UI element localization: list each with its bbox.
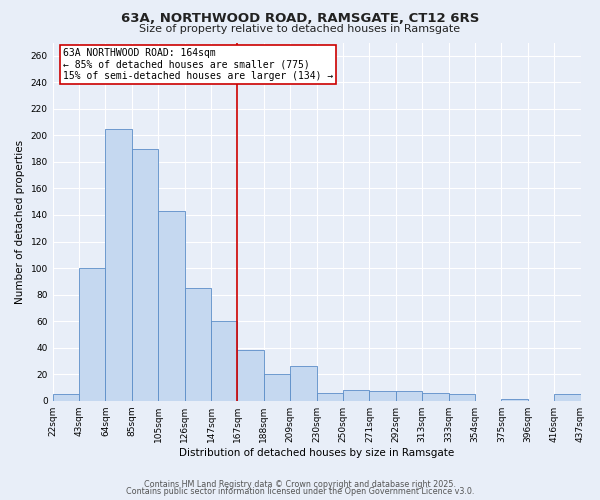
- Text: Contains HM Land Registry data © Crown copyright and database right 2025.: Contains HM Land Registry data © Crown c…: [144, 480, 456, 489]
- Bar: [185, 288, 211, 401]
- Bar: [211, 321, 238, 400]
- Bar: [317, 392, 343, 400]
- Bar: [290, 366, 317, 400]
- Bar: [106, 128, 132, 400]
- Bar: [264, 374, 290, 400]
- Bar: [422, 392, 449, 400]
- Bar: [370, 392, 396, 400]
- Bar: [238, 350, 264, 401]
- Bar: [132, 148, 158, 400]
- Bar: [343, 390, 370, 400]
- Bar: [79, 268, 106, 400]
- Text: 63A, NORTHWOOD ROAD, RAMSGATE, CT12 6RS: 63A, NORTHWOOD ROAD, RAMSGATE, CT12 6RS: [121, 12, 479, 26]
- Bar: [53, 394, 79, 400]
- X-axis label: Distribution of detached houses by size in Ramsgate: Distribution of detached houses by size …: [179, 448, 454, 458]
- Text: 63A NORTHWOOD ROAD: 164sqm
← 85% of detached houses are smaller (775)
15% of sem: 63A NORTHWOOD ROAD: 164sqm ← 85% of deta…: [63, 48, 334, 81]
- Y-axis label: Number of detached properties: Number of detached properties: [15, 140, 25, 304]
- Bar: [396, 392, 422, 400]
- Bar: [449, 394, 475, 400]
- Text: Size of property relative to detached houses in Ramsgate: Size of property relative to detached ho…: [139, 24, 461, 34]
- Bar: [158, 211, 185, 400]
- Bar: [554, 394, 581, 400]
- Text: Contains public sector information licensed under the Open Government Licence v3: Contains public sector information licen…: [126, 488, 474, 496]
